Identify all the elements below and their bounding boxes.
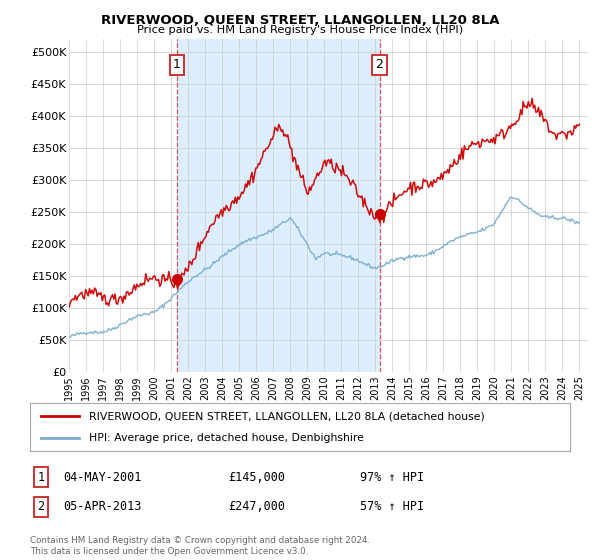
Text: £247,000: £247,000 — [228, 500, 285, 514]
Text: HPI: Average price, detached house, Denbighshire: HPI: Average price, detached house, Denb… — [89, 433, 364, 443]
Text: 57% ↑ HPI: 57% ↑ HPI — [360, 500, 424, 514]
Text: RIVERWOOD, QUEEN STREET, LLANGOLLEN, LL20 8LA (detached house): RIVERWOOD, QUEEN STREET, LLANGOLLEN, LL2… — [89, 411, 485, 421]
Text: 1: 1 — [37, 470, 44, 484]
Text: Contains HM Land Registry data © Crown copyright and database right 2024.
This d: Contains HM Land Registry data © Crown c… — [30, 536, 370, 556]
Text: 1: 1 — [173, 58, 181, 71]
Text: 2: 2 — [376, 58, 383, 71]
Text: £145,000: £145,000 — [228, 470, 285, 484]
Bar — [177, 39, 380, 372]
Text: Price paid vs. HM Land Registry's House Price Index (HPI): Price paid vs. HM Land Registry's House … — [137, 25, 463, 35]
Text: 2: 2 — [37, 500, 44, 514]
Text: 97% ↑ HPI: 97% ↑ HPI — [360, 470, 424, 484]
Text: 05-APR-2013: 05-APR-2013 — [63, 500, 142, 514]
Text: RIVERWOOD, QUEEN STREET, LLANGOLLEN, LL20 8LA: RIVERWOOD, QUEEN STREET, LLANGOLLEN, LL2… — [101, 14, 499, 27]
Text: 04-MAY-2001: 04-MAY-2001 — [63, 470, 142, 484]
